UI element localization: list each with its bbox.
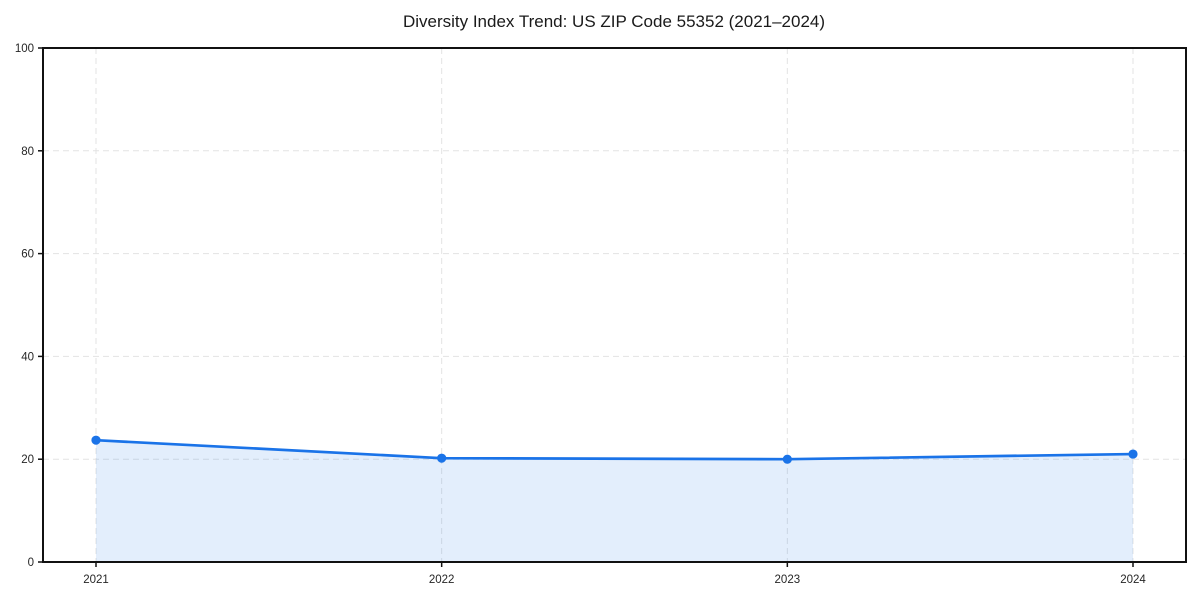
- plot-border: [42, 47, 1187, 563]
- x-tick-label: 2021: [83, 574, 109, 586]
- data-point-2022: [437, 453, 447, 463]
- y-tick-label: 100: [15, 43, 34, 55]
- x-tick-label: 2022: [429, 574, 455, 586]
- x-tick-label: 2024: [1120, 574, 1146, 586]
- y-tick-label: 40: [21, 351, 34, 363]
- y-tick-label: 0: [28, 557, 34, 569]
- data-point-2021: [91, 435, 101, 445]
- data-point-2023: [782, 454, 792, 464]
- x-tick-label: 2023: [775, 574, 801, 586]
- y-tick-label: 60: [21, 249, 34, 261]
- chart-title: Diversity Index Trend: US ZIP Code 55352…: [403, 12, 825, 31]
- trend-line: [94, 438, 1135, 461]
- y-tick-label: 80: [21, 146, 34, 158]
- y-tick-label: 20: [21, 454, 34, 466]
- area-fill: [96, 440, 1133, 562]
- data-point-2024: [1128, 449, 1138, 459]
